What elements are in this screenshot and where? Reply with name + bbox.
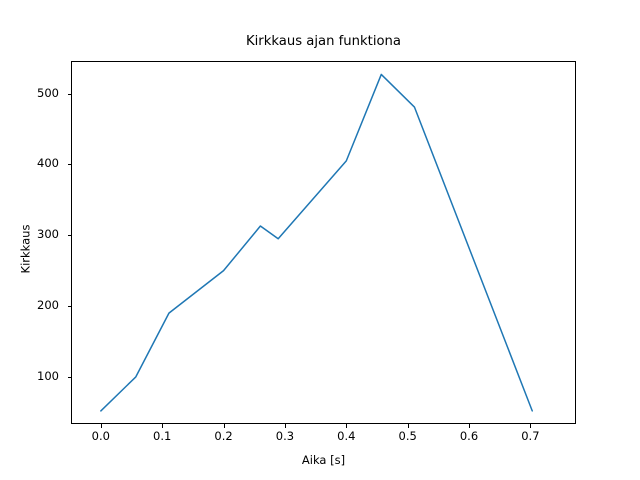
y-tick-label: 300 (37, 227, 59, 242)
x-tick-mark (162, 424, 164, 428)
y-tick-mark (67, 376, 71, 378)
x-tick-label: 0.0 (91, 429, 110, 443)
x-tick-mark (469, 424, 471, 428)
page-title: Kirkkaus ajan funktiona (246, 34, 401, 49)
x-tick-label: 0.6 (459, 429, 479, 443)
x-tick-label: 0.3 (275, 429, 295, 443)
y-tick-mark (67, 164, 71, 166)
x-axis-label: Aika [s] (301, 453, 346, 467)
data-series-line (100, 73, 533, 412)
x-tick-mark (100, 424, 102, 428)
x-tick-mark (530, 424, 532, 428)
line-chart-canvas (100, 73, 533, 412)
x-tick-mark (346, 424, 348, 428)
y-tick-mark (67, 235, 71, 237)
y-tick-mark (67, 306, 71, 308)
x-tick-mark (223, 424, 225, 428)
y-axis-label: Kirkkaus (18, 224, 33, 274)
y-tick-mark (67, 93, 71, 95)
x-tick-mark (407, 424, 409, 428)
y-tick-label: 200 (37, 298, 59, 313)
y-tick-label: 400 (37, 156, 59, 171)
x-tick-label: 0.7 (521, 429, 540, 443)
y-tick-label: 100 (37, 368, 59, 383)
plot-area (71, 61, 576, 424)
x-tick-mark (284, 424, 286, 428)
y-tick-label: 500 (37, 85, 59, 100)
x-tick-label: 0.4 (337, 429, 356, 443)
x-tick-label: 0.5 (398, 429, 417, 443)
x-tick-label: 0.1 (153, 429, 172, 443)
x-tick-label: 0.2 (214, 429, 233, 443)
